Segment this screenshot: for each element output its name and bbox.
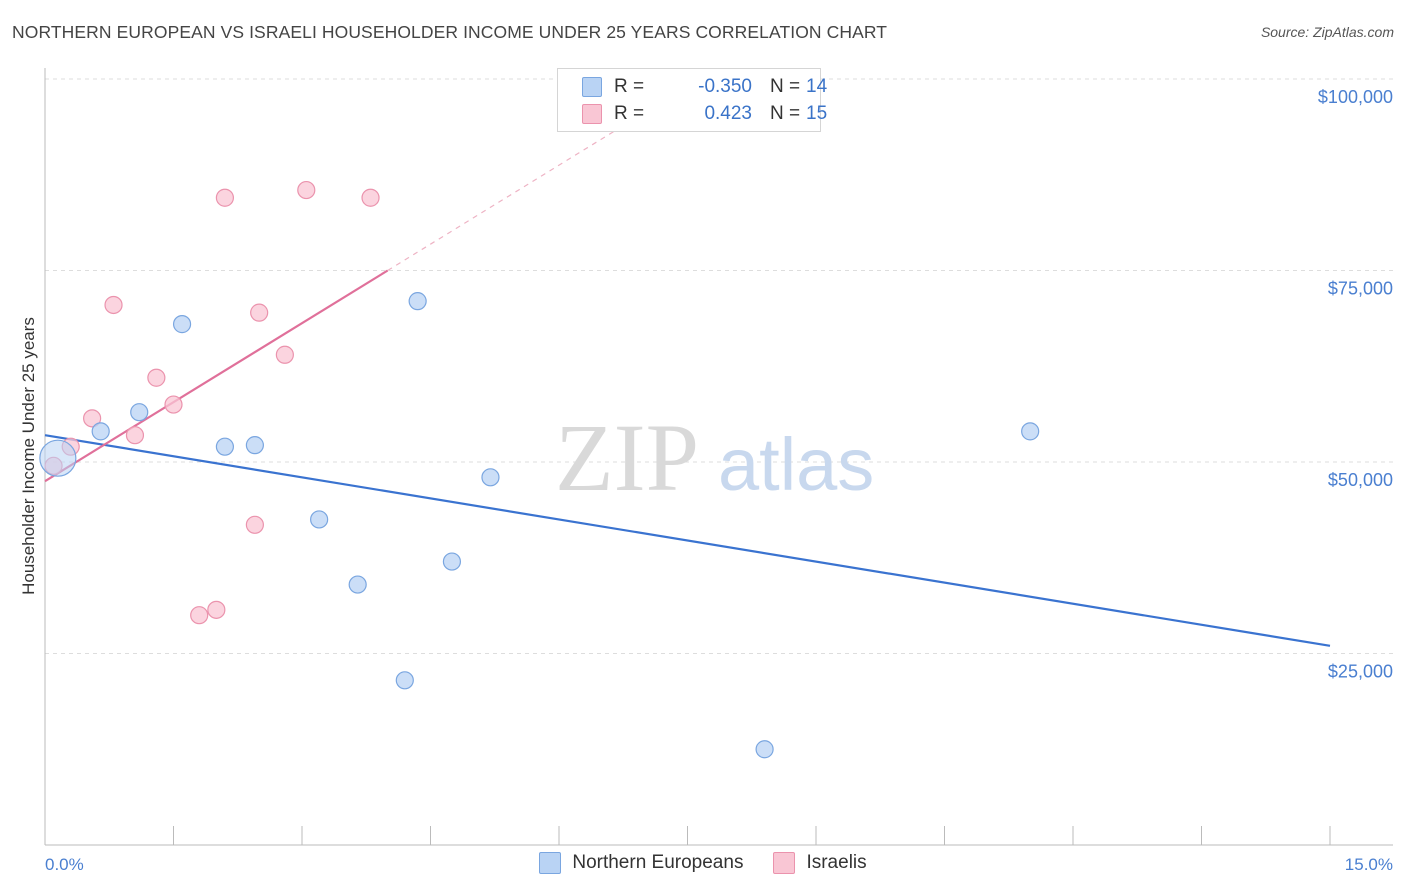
series-label: Israelis <box>806 852 867 873</box>
point-northern-europeans <box>172 315 192 334</box>
legend-n-value: 15 <box>806 103 828 124</box>
chart-title: NORTHERN EUROPEAN VS ISRAELI HOUSEHOLDER… <box>12 22 888 42</box>
y-tick-label: $25,000 <box>1328 662 1393 682</box>
y-tick-label: $50,000 <box>1328 470 1393 490</box>
point-israelis <box>245 515 264 534</box>
point-israelis <box>207 600 226 619</box>
y-tick-label: $75,000 <box>1328 279 1393 299</box>
point-israelis <box>125 426 145 445</box>
point-israelis <box>250 303 269 322</box>
series-legend-israelis[interactable]: Israelis <box>773 852 867 874</box>
series-legend-northern-europeans[interactable]: Northern Europeans <box>539 852 743 874</box>
watermark-zip: ZIP <box>555 404 699 511</box>
point-israelis <box>147 368 166 387</box>
trend-lines <box>44 101 1331 647</box>
point-northern-europeans <box>91 422 110 441</box>
point-israelis <box>215 188 234 207</box>
x-tick-label-min: 0.0% <box>45 855 84 874</box>
legend-n-value: 14 <box>806 76 828 97</box>
data-points <box>39 180 1040 759</box>
legend-row-northern-europeans: R = -0.350 N = 14 <box>582 74 827 100</box>
x-tick-label-max: 15.0% <box>1345 855 1393 874</box>
watermark: ZIP atlas <box>555 404 874 511</box>
point-northern-europeans <box>442 552 462 571</box>
source-credit: Source: ZipAtlas.com <box>1260 24 1394 40</box>
point-israelis <box>361 188 380 207</box>
legend-r-label: R = <box>614 76 645 97</box>
point-northern-europeans <box>395 671 414 690</box>
axis-labels: $25,000 $50,000 $75,000 $100,000 0.0% 15.0% Ho… <box>19 87 1393 874</box>
point-israelis <box>83 409 102 428</box>
legend-r-value: -0.350 <box>698 76 752 97</box>
point-israelis <box>275 345 294 364</box>
point-northern-europeans <box>310 510 329 529</box>
point-northern-europeans <box>481 468 500 487</box>
legend-n-label: N = <box>770 103 801 124</box>
legend-r-label: R = <box>614 103 645 124</box>
y-tick-label: $100,000 <box>1318 87 1393 107</box>
legend-row-israelis: R = 0.423 N = 15 <box>582 101 827 127</box>
point-israelis <box>297 180 316 200</box>
stats-legend: R = -0.350 N = 14 R = 0.423 N = 15 <box>557 68 827 132</box>
point-northern-europeans <box>215 437 234 456</box>
point-northern-europeans <box>348 575 367 594</box>
point-northern-europeans <box>408 292 427 311</box>
series-legend: Northern Europeans Israelis <box>0 852 1406 874</box>
point-israelis <box>190 606 209 625</box>
point-israelis <box>104 295 123 315</box>
series-swatch-blue <box>539 852 562 874</box>
legend-swatch-blue <box>582 77 602 97</box>
point-israelis <box>164 395 183 414</box>
watermark-atlas: atlas <box>718 423 874 506</box>
trend-line-israelis <box>44 269 389 483</box>
point-northern-europeans <box>39 439 77 477</box>
point-northern-europeans <box>1021 422 1040 441</box>
trend-extension-israelis <box>387 101 663 272</box>
series-swatch-pink <box>773 852 796 874</box>
series-label: Northern Europeans <box>572 852 744 873</box>
legend-n-label: N = <box>770 76 801 97</box>
legend-swatch-pink <box>582 104 602 124</box>
legend-r-value: 0.423 <box>704 103 752 124</box>
point-northern-europeans <box>245 436 264 455</box>
y-axis-label: Householder Income Under 25 years <box>19 317 38 595</box>
point-northern-europeans <box>755 740 774 759</box>
trend-line-northern-europeans <box>44 434 1331 647</box>
point-northern-europeans <box>130 403 149 422</box>
gridlines <box>45 78 1393 654</box>
